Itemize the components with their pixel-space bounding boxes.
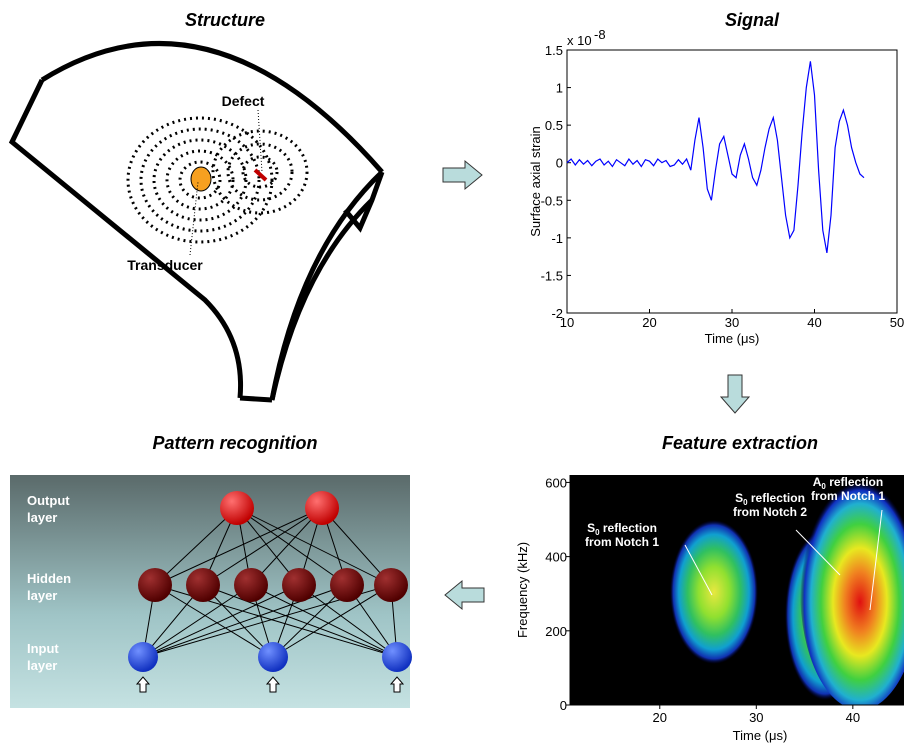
annotation-mode: A [813, 475, 822, 489]
x-tick-label: 20 [653, 710, 667, 725]
y-tick-label: -1 [551, 231, 563, 246]
panel-title: Signal [725, 10, 780, 30]
transducer [191, 167, 211, 191]
hidden-node [282, 568, 316, 602]
layer-label: Hidden [27, 571, 71, 586]
y-tick-label: -0.5 [541, 193, 563, 208]
annotation-line2: from Notch 2 [733, 505, 807, 519]
leader [258, 110, 262, 172]
signal-line [567, 61, 864, 253]
shell-drawing [12, 43, 382, 400]
flow-arrow [445, 581, 484, 609]
annotation-line2: from Notch 1 [811, 489, 885, 503]
panel-title: Pattern recognition [152, 433, 317, 453]
energy-blob [670, 520, 758, 664]
layer-label: Output [27, 493, 70, 508]
y-tick-label: 1.5 [545, 43, 563, 58]
figure: Structure Defect Transducer Signal 1 0 20 3… [0, 0, 904, 747]
y-tick-label: 0 [560, 698, 567, 713]
output-node [220, 491, 254, 525]
y-tick-label: 600 [545, 475, 567, 490]
hidden-node [330, 568, 364, 602]
y-tick-label: 1 [556, 81, 563, 96]
y-tick-label: -1.5 [541, 268, 563, 283]
layer-label: Input [27, 641, 59, 656]
y-axis-label: Surface axial strain [528, 126, 543, 237]
exponent-power: -8 [594, 27, 606, 42]
exponent: x 10 [567, 33, 592, 48]
output-node [305, 491, 339, 525]
x-axis-label: Time (μs) [733, 728, 788, 743]
annotation-text: reflection [748, 491, 805, 505]
input-node [258, 642, 288, 672]
label: Transducer [127, 257, 203, 273]
flow-arrow [721, 375, 749, 413]
y-tick-label: 200 [545, 624, 567, 639]
input-node [382, 642, 412, 672]
flow-arrow [443, 161, 482, 189]
plot-frame [567, 50, 897, 313]
layer-label: layer [27, 588, 57, 603]
x-tick-label: 30 [749, 710, 763, 725]
input-node [128, 642, 158, 672]
x-tick-label: 50 [890, 315, 904, 330]
defect [255, 170, 266, 180]
layer-label: layer [27, 510, 57, 525]
hidden-node [234, 568, 268, 602]
x-axis-label: Time (μs) [705, 331, 760, 346]
hidden-node [374, 568, 408, 602]
annotation-text: reflection [826, 475, 883, 489]
y-axis-label: Frequency (kHz) [515, 542, 530, 638]
panel-title: Feature extraction [662, 433, 818, 453]
hidden-node [186, 568, 220, 602]
layer-label: layer [27, 658, 57, 673]
y-tick-label: 0 [556, 156, 563, 171]
x-tick-label: 30 [725, 315, 739, 330]
annotation-text: reflection [600, 521, 657, 535]
annotation-line2: from Notch 1 [585, 535, 659, 549]
label: Defect [222, 93, 265, 109]
x-tick-label: 40 [846, 710, 860, 725]
y-tick-label: 0.5 [545, 118, 563, 133]
leader [190, 182, 198, 255]
y-tick-label: -2 [551, 306, 563, 321]
wave-circles [128, 118, 307, 242]
x-tick-label: 20 [642, 315, 656, 330]
x-tick-label: 40 [807, 315, 821, 330]
annotation-mode: S [587, 521, 595, 535]
panel-title: Structure [185, 10, 265, 30]
hidden-node [138, 568, 172, 602]
y-tick-label: 400 [545, 550, 567, 565]
annotation-mode: S [735, 491, 743, 505]
